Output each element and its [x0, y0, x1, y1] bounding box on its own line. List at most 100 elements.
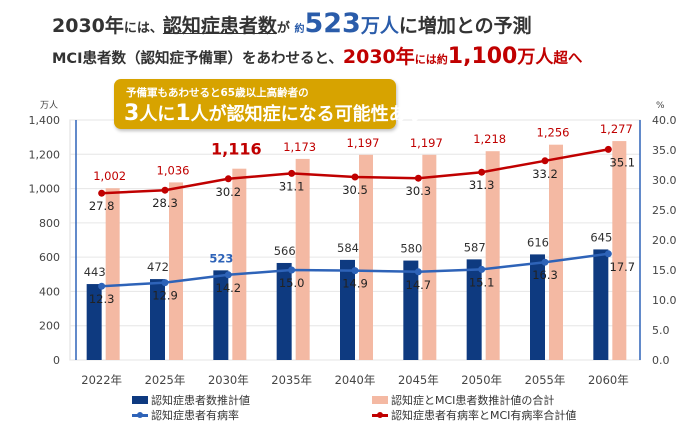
y-right-tick: 15.0: [652, 264, 677, 277]
bar-dementia: [530, 254, 545, 360]
y-right-tick: 25.0: [652, 204, 677, 217]
line-dementia-rate-label: 15.1: [469, 275, 495, 289]
line-total-rate-label: 27.8: [89, 199, 115, 213]
line-dementia-rate-point: [414, 268, 422, 276]
y-left-tick: 1,000: [29, 183, 61, 196]
bar-label-dementia: 472: [147, 260, 169, 274]
line-dementia-rate-point: [351, 267, 359, 275]
line-total-rate-label: 30.5: [342, 183, 368, 197]
line-total-rate-label: 30.3: [406, 184, 432, 198]
x-tick: 2025年: [145, 373, 186, 387]
line-total-rate-label: 30.2: [216, 185, 242, 199]
x-tick: 2055年: [525, 373, 566, 387]
line-total-rate-point: [478, 168, 486, 176]
x-tick: 2035年: [271, 373, 312, 387]
line-total-rate-label: 31.3: [469, 178, 495, 192]
x-tick: 2040年: [335, 373, 376, 387]
line-dementia-rate-label: 15.0: [279, 276, 305, 290]
y-right-tick: 30.0: [652, 174, 677, 187]
line-dementia-rate-point: [604, 250, 612, 258]
y-left-tick: 200: [39, 320, 60, 333]
callout-line2: 3人に1人が認知症になる可能性あり: [124, 101, 425, 126]
line-dementia-rate-point: [478, 265, 486, 273]
y-right-tick: 35.0: [652, 144, 677, 157]
bar-label-dementia: 443: [84, 265, 106, 279]
bar-total: [485, 151, 500, 360]
line-total-rate-point: [98, 189, 106, 197]
line-dementia-rate-label: 14.7: [406, 278, 432, 292]
y-right-unit: %: [656, 101, 665, 111]
line-dementia-rate-point: [541, 258, 549, 266]
y-right-tick: 0.0: [652, 354, 670, 367]
headline-1: 2030年には、認知症患者数が 約523万人に増加との予測: [52, 8, 532, 39]
y-left-tick: 600: [39, 251, 60, 264]
legend-line-icon: [132, 411, 148, 418]
line-dementia-rate-label: 12.9: [152, 289, 178, 303]
bar-label-dementia: 616: [527, 235, 549, 249]
line-dementia-rate-point: [98, 282, 106, 290]
bar-label-dementia: 566: [274, 244, 296, 258]
legend-swatch: [372, 396, 388, 404]
y-right-tick: 40.0: [652, 114, 677, 127]
bar-total: [612, 141, 627, 360]
bar-total: [232, 168, 247, 360]
line-total-rate-label: 31.1: [279, 179, 305, 193]
bar-total: [359, 154, 373, 360]
bar-label-total: 1,197: [347, 136, 380, 150]
bar-label-total: 1,256: [537, 126, 570, 140]
x-tick: 2045年: [398, 373, 439, 387]
bar-label-total: 1,116: [211, 140, 262, 159]
y-left-tick: 400: [39, 285, 60, 298]
bar-label-dementia: 584: [337, 241, 359, 255]
bar-dementia: [593, 249, 609, 360]
bar-dementia: [86, 284, 102, 360]
legend-dementia-rate: 認知症患者有病率: [132, 407, 239, 423]
line-total-rate-point: [604, 145, 612, 153]
x-tick: 2050年: [461, 373, 502, 387]
y-right-tick: 5.0: [652, 324, 670, 337]
bar-dementia: [213, 270, 229, 360]
bar-label-total: 1,197: [410, 136, 443, 150]
y-right-tick: 20.0: [652, 234, 677, 247]
bar-label-dementia: 645: [590, 230, 612, 244]
line-dementia-rate-label: 14.2: [216, 281, 242, 295]
legend-dementia-bar: 認知症患者数推計値: [132, 392, 250, 408]
y-left-tick: 1,200: [29, 148, 61, 161]
bar-dementia: [150, 279, 165, 360]
bar-label-dementia: 587: [464, 240, 486, 254]
bar-dementia: [466, 259, 482, 360]
bar-dementia: [276, 262, 292, 360]
bar-label-total: 1,002: [93, 169, 126, 183]
callout-box: 予備軍もあわせると65歳以上高齢者の 3人に1人が認知症になる可能性あり: [114, 79, 425, 129]
line-dementia-rate-point: [224, 271, 232, 279]
bar-label-total: 1,036: [157, 163, 190, 177]
bar-label-total: 1,218: [473, 132, 506, 146]
bar-total: [105, 188, 120, 360]
line-dementia-rate-label: 17.7: [610, 260, 636, 274]
bar-label-total: 1,173: [283, 140, 316, 154]
bar-total: [169, 182, 183, 360]
line-total-rate-point: [161, 186, 169, 194]
y-left-tick: 800: [39, 217, 60, 230]
line-dementia-rate-point: [288, 266, 296, 274]
line-total-rate-label: 35.1: [610, 155, 636, 169]
y-left-unit: 万人: [40, 100, 58, 111]
y-right-tick: 10.0: [652, 294, 677, 307]
line-dementia-rate-label: 12.3: [89, 292, 115, 306]
legend-swatch: [132, 396, 148, 404]
bar-dementia: [340, 259, 355, 360]
y-left-tick: 1,400: [29, 114, 61, 127]
bar-total: [422, 154, 437, 360]
bar-label-total: 1,277: [600, 122, 633, 136]
legend-line-icon: [372, 411, 388, 418]
bar-total: [549, 144, 563, 360]
line-dementia-rate-point: [161, 279, 169, 287]
legend-total-rate: 認知症患者有病率とMCI有病率合計値: [372, 407, 576, 423]
bar-dementia: [403, 260, 419, 360]
bar-total: [295, 158, 310, 360]
line-total-rate-label: 33.2: [532, 167, 558, 181]
line-dementia-rate-label: 14.9: [342, 277, 368, 291]
x-tick: 2022年: [81, 373, 122, 387]
line-total-rate-point: [224, 175, 232, 183]
